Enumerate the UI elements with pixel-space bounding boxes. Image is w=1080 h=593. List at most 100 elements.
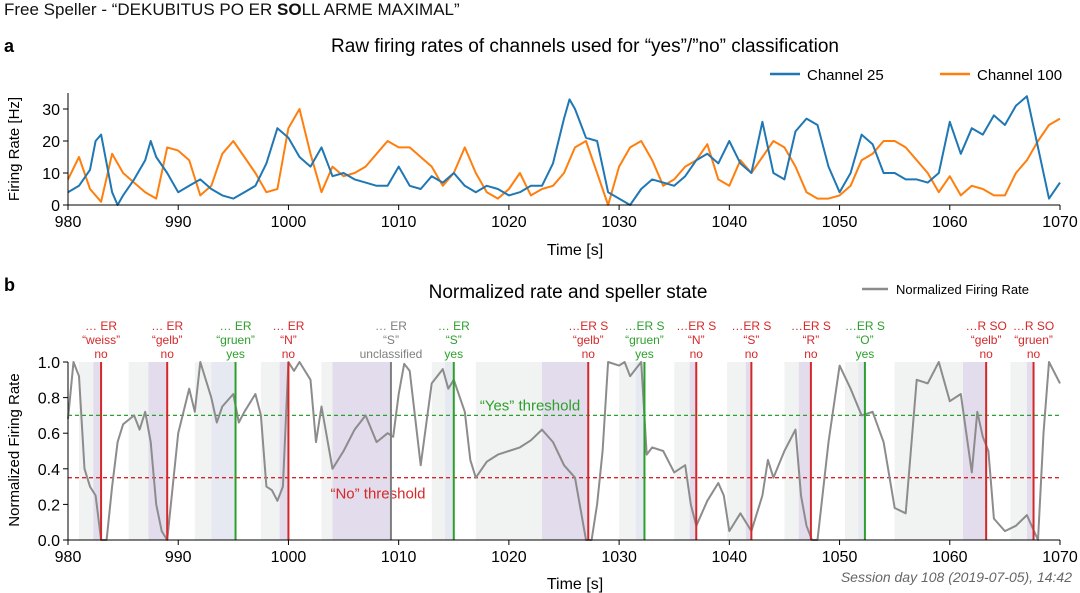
selection-band bbox=[148, 362, 168, 540]
chart-b-xtick-label: 1060 bbox=[932, 549, 968, 566]
event-label: …ER S bbox=[624, 319, 664, 333]
event-label: yes bbox=[444, 347, 463, 361]
chart-b-xtick-label: 1040 bbox=[712, 549, 748, 566]
event-label: …ER S bbox=[791, 319, 831, 333]
no-threshold-label: “No” threshold bbox=[330, 486, 425, 503]
chart-b-ytick-label: 0.0 bbox=[38, 533, 60, 550]
selection-band bbox=[689, 362, 697, 540]
chart-a-xtick-label: 1040 bbox=[712, 214, 748, 231]
event-label: “O” bbox=[856, 333, 873, 347]
chart-a-xtick-label: 1060 bbox=[932, 214, 968, 231]
state-band bbox=[79, 362, 94, 540]
chart-a-xtick-label: 1070 bbox=[1042, 214, 1078, 231]
event-label: yes bbox=[856, 347, 875, 361]
chart-b-xtick-label: 1070 bbox=[1042, 549, 1078, 566]
chart-a-xtick-label: 980 bbox=[55, 214, 82, 231]
chart-b-title: Normalized rate and speller state bbox=[429, 282, 708, 303]
chart-a-ytick-label: 10 bbox=[42, 166, 60, 183]
event-label: unclassified bbox=[360, 347, 423, 361]
chart-b-legend: Normalized Firing Rate bbox=[862, 282, 1029, 297]
chart-a-ylabel: Firing Rate [Hz] bbox=[6, 97, 23, 201]
chart-b-xtick-label: 1000 bbox=[271, 549, 307, 566]
selection-band bbox=[332, 362, 391, 540]
session-note: Session day 108 (2019-07-05), 14:42 bbox=[840, 569, 1072, 585]
chart-b-xtick-label: 990 bbox=[165, 549, 192, 566]
selection-band bbox=[444, 362, 454, 540]
state-band bbox=[784, 362, 799, 540]
state-band bbox=[128, 362, 149, 540]
event-label: “R” bbox=[803, 333, 820, 347]
event-label: “gruen” bbox=[1014, 333, 1053, 347]
event-label: … ER bbox=[375, 319, 407, 333]
selection-band bbox=[635, 362, 645, 540]
chart-a-ytick-label: 20 bbox=[42, 134, 60, 151]
channel100-line bbox=[67, 108, 1061, 206]
legend-label-normalized: Normalized Firing Rate bbox=[896, 282, 1029, 297]
event-label: …R SO bbox=[965, 319, 1006, 333]
chart-b-xtick-label: 1010 bbox=[381, 549, 417, 566]
legend-label-channel100: Channel 100 bbox=[977, 67, 1062, 84]
event-label: “N” bbox=[280, 333, 297, 347]
event-label: no bbox=[804, 347, 818, 361]
event-label: yes bbox=[635, 347, 654, 361]
panel-a-label: a bbox=[4, 36, 15, 56]
selection-band bbox=[1026, 362, 1034, 540]
chart-a-xlabel: Time [s] bbox=[547, 242, 603, 259]
event-label: “gruen” bbox=[625, 333, 664, 347]
event-label: …ER S bbox=[676, 319, 716, 333]
chart-a-xtick-label: 990 bbox=[165, 214, 192, 231]
chart-a-legend: Channel 25 Channel 100 bbox=[770, 67, 1062, 84]
event-label: … ER bbox=[272, 319, 304, 333]
chart-a-xtick-label: 1020 bbox=[491, 214, 527, 231]
chart-a-xtick-label: 1050 bbox=[822, 214, 858, 231]
yes-threshold-label: “Yes” threshold bbox=[480, 397, 580, 414]
chart-a-xtick-label: 1000 bbox=[271, 214, 307, 231]
state-band bbox=[194, 362, 212, 540]
event-label: “gelb” bbox=[152, 333, 183, 347]
event-label: … ER bbox=[438, 319, 470, 333]
selection-band bbox=[211, 362, 236, 540]
state-band bbox=[1010, 362, 1027, 540]
event-label: “gruen” bbox=[216, 333, 255, 347]
event-label: no bbox=[979, 347, 993, 361]
event-label: no bbox=[161, 347, 175, 361]
event-label: no bbox=[282, 347, 296, 361]
legend-label-channel25: Channel 25 bbox=[807, 67, 884, 84]
state-band bbox=[321, 362, 333, 540]
chart-b-ytick-label: 0.4 bbox=[38, 462, 60, 479]
chart-a-ytick-label: 30 bbox=[42, 102, 60, 119]
selection-band bbox=[93, 362, 102, 540]
event-label: … ER bbox=[151, 319, 183, 333]
chart-b-xtick-label: 1030 bbox=[601, 549, 637, 566]
event-label: yes bbox=[226, 347, 245, 361]
state-band bbox=[619, 362, 636, 540]
event-label: …ER S bbox=[568, 319, 608, 333]
event-label: “gelb” bbox=[971, 333, 1002, 347]
chart-b-ytick-label: 0.8 bbox=[38, 391, 60, 408]
event-label: … ER bbox=[220, 319, 252, 333]
event-label: no bbox=[94, 347, 108, 361]
event-label: “weiss” bbox=[82, 333, 120, 347]
event-label: no bbox=[582, 347, 596, 361]
chart-b-xtick-label: 1050 bbox=[822, 549, 858, 566]
chart-b-xtick-label: 1020 bbox=[491, 549, 527, 566]
chart-b-ytick-label: 1.0 bbox=[38, 355, 60, 372]
chart-b-ytick-label: 0.6 bbox=[38, 426, 60, 443]
event-label: “S” bbox=[446, 333, 462, 347]
event-label: … ER bbox=[85, 319, 117, 333]
chart-b-ytick-label: 0.2 bbox=[38, 497, 60, 514]
chart-b-xlabel: Time [s] bbox=[547, 576, 603, 593]
state-band bbox=[431, 362, 445, 540]
event-label: “gelb” bbox=[573, 333, 604, 347]
chart-b-plot: “Yes” threshold“No” threshold… ER“weiss”… bbox=[38, 319, 1078, 566]
chart-a-xtick-label: 1010 bbox=[381, 214, 417, 231]
state-band bbox=[674, 362, 690, 540]
chart-a-xtick-label: 1030 bbox=[601, 214, 637, 231]
event-label: …ER S bbox=[731, 319, 771, 333]
event-label: “N” bbox=[688, 333, 705, 347]
chart-a-plot: 980 990 1000 1010 1020 1030 1040 1050 1060 107001… bbox=[42, 93, 1078, 231]
chart-b-ylabel: Normalized Firing Rate bbox=[6, 373, 23, 526]
normalized-rate-line bbox=[67, 361, 1061, 541]
event-label: “S” bbox=[743, 333, 759, 347]
